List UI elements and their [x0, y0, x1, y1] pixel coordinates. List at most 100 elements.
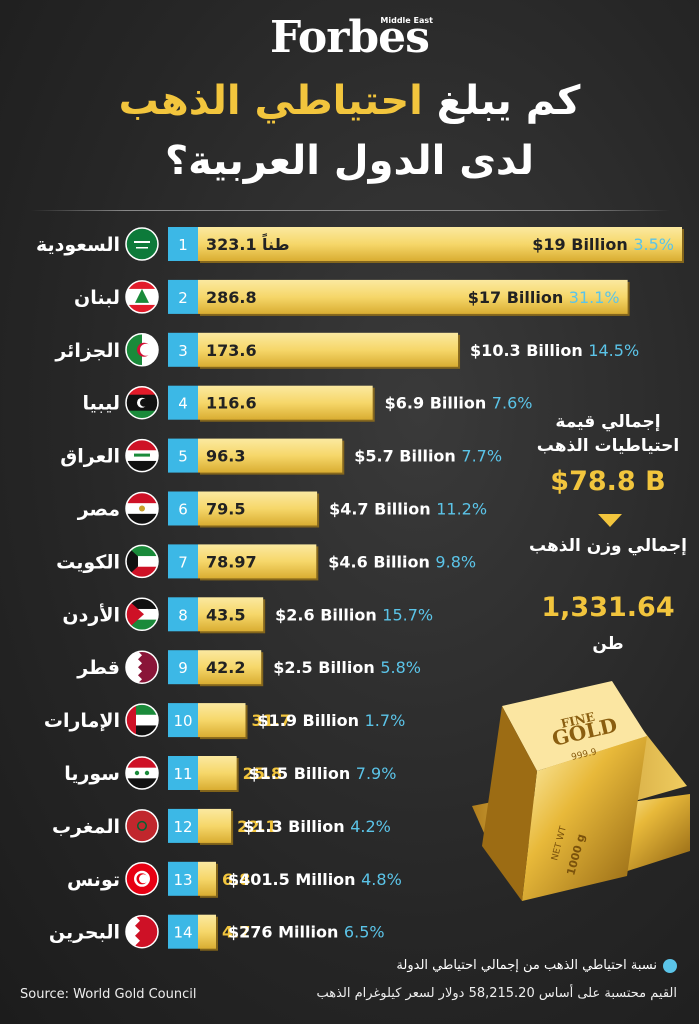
iraq-flag-ring [125, 438, 159, 473]
gold-bars-image: FINE GOLD 999.9 NET WT 1000 g [472, 681, 690, 901]
usd-and-percent: $401.5 Million 4.8% [228, 870, 402, 889]
usd-value: $5.7 Billion [354, 447, 461, 466]
saudi-arabia-flag [126, 228, 158, 260]
percent-value: 15.7% [382, 605, 433, 624]
country-label: الكويت [56, 551, 120, 573]
jordan-flag-ring [125, 597, 159, 632]
usd-value: $4.6 Billion [328, 552, 435, 571]
bar-value-label: 31.7 [251, 711, 290, 730]
bar [198, 544, 317, 579]
egypt-flag [126, 492, 158, 525]
rank-label: 12 [173, 818, 192, 836]
country-label: السعودية [36, 234, 120, 256]
rank-label: 8 [178, 606, 188, 624]
rank-label: 7 [178, 553, 188, 571]
down-arrow-icon [598, 514, 622, 527]
bar-value-label: 173.6 [206, 341, 257, 360]
total-value: $78.8 B [550, 466, 666, 497]
bahrain-flag [126, 915, 158, 948]
rank-box [168, 650, 198, 685]
uae-flag [126, 704, 158, 737]
title-line-2: لدى الدول العربية؟ [164, 138, 535, 184]
libya-flag-ring [125, 385, 159, 420]
bar [198, 491, 318, 526]
edition-label: Middle East [380, 16, 433, 25]
rank-box [168, 227, 198, 261]
bar [198, 808, 232, 843]
percent-value: 11.2% [436, 500, 487, 519]
legend-note: نسبة احتياطي الذهب من إجمالي احتياطي الد… [396, 958, 677, 973]
usd-and-percent: $17 Billion 31.1% [468, 288, 620, 307]
usd-and-percent: $2.6 Billion 15.7% [275, 605, 433, 624]
total-weight-label: إجمالي وزن الذهب [529, 536, 687, 556]
egypt-flag-ring [125, 491, 159, 526]
usd-and-percent: $1.5 Billion 7.9% [249, 764, 397, 783]
usd-value: $2.6 Billion [275, 605, 382, 624]
bar [198, 438, 343, 473]
usd-and-percent: $4.6 Billion 9.8% [328, 552, 476, 571]
rank-label: 10 [173, 712, 192, 730]
rank-box [168, 597, 198, 632]
percent-value: 4.8% [361, 870, 402, 889]
rank-box [168, 279, 198, 314]
usd-value: $17 Billion [468, 288, 569, 307]
country-label: ليبيا [82, 393, 120, 415]
title-divider [30, 210, 670, 211]
bar [198, 279, 628, 314]
percent-value: 14.5% [588, 341, 639, 360]
usd-value: $1.9 Billion [257, 711, 364, 730]
usd-value: $6.9 Billion [385, 394, 492, 413]
usd-and-percent: $2.5 Billion 5.8% [273, 658, 421, 677]
country-label: المغرب [52, 816, 120, 838]
bar-value-label: 43.5 [206, 605, 245, 624]
usd-and-percent: $5.7 Billion 7.7% [354, 447, 502, 466]
rank-box [168, 808, 198, 843]
rank-label: 5 [178, 448, 188, 466]
country-label: قطر [76, 657, 120, 679]
rank-box [168, 861, 198, 896]
percent-legend-dot [663, 958, 677, 973]
forbes-logo: Forbes Middle East [270, 12, 433, 63]
bar-value-label: 78.97 [206, 552, 257, 571]
tunisia-flag [126, 862, 158, 895]
bar-value-label: 323.1 [206, 235, 257, 254]
source-label: Source: World Gold Council [20, 987, 197, 1002]
usd-value: $19 Billion [532, 235, 633, 254]
percent-value: 31.1% [569, 288, 620, 307]
rank-box [168, 385, 198, 420]
syria-flag-ring [125, 756, 159, 790]
bar [198, 332, 459, 367]
bahrain-flag-ring [125, 914, 159, 949]
libya-flag [126, 386, 158, 419]
usd-and-percent: $1.3 Billion 4.2% [243, 817, 391, 836]
saudi-arabia-flag-ring [125, 227, 159, 261]
percent-value: 1.7% [365, 711, 406, 730]
percent-value: 6.5% [344, 923, 385, 942]
rank-box [168, 703, 198, 738]
basis-note: القيم محتسبة على أساس 58,215.20 دولار لس… [316, 986, 677, 1001]
bar [198, 597, 264, 632]
rank-label: 6 [178, 501, 188, 519]
country-label: البحرين [49, 922, 120, 944]
algeria-flag [126, 333, 158, 366]
usd-value: $10.3 Billion [470, 341, 588, 360]
title-highlight: احتياطي الذهب [118, 78, 423, 124]
bar-value-label: 22.1 [237, 817, 276, 836]
country-label: الأردن [62, 603, 120, 626]
tunisia-flag-ring [125, 862, 159, 896]
bar-value-label: 6.8 [222, 870, 250, 889]
percent-value: 9.8% [435, 552, 476, 571]
bar-value-label: 25.8 [243, 764, 282, 783]
qatar-flag [126, 651, 158, 684]
bar-value-label: 42.2 [206, 658, 245, 677]
usd-and-percent: $276 Million 6.5% [228, 923, 385, 942]
lebanon-flag-ring [125, 280, 159, 314]
bar [198, 861, 216, 896]
usd-and-percent: $4.7 Billion 11.2% [329, 500, 487, 519]
bar [198, 756, 237, 790]
percent-value: 7.9% [356, 764, 397, 783]
iraq-flag [126, 439, 158, 472]
bar-value-label: 4.7 [222, 923, 250, 942]
rank-label: 14 [173, 924, 192, 942]
